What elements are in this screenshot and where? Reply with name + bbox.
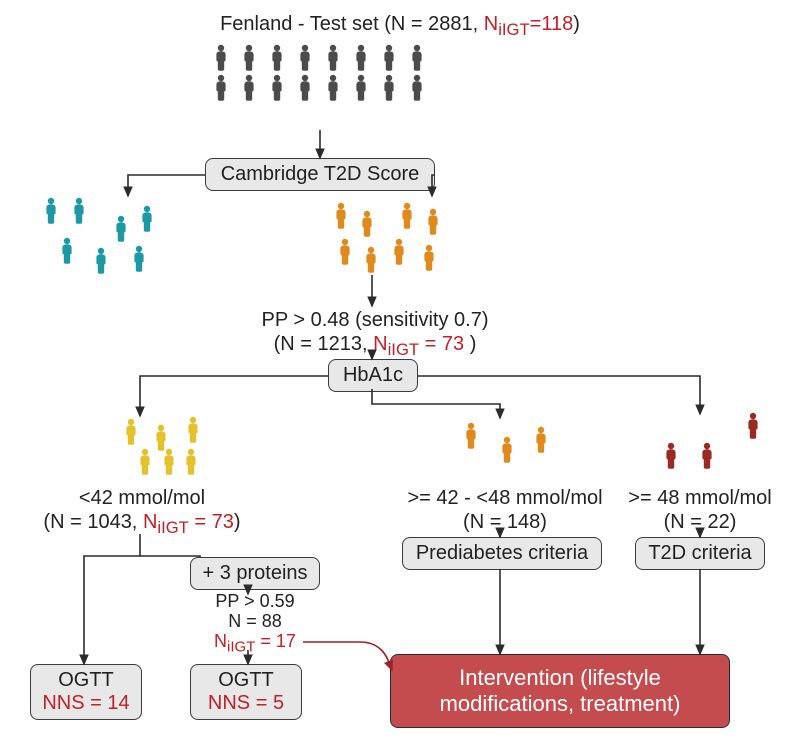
person-icon [325, 74, 341, 102]
person-icon [745, 412, 761, 440]
proteins-node: + 3 proteins [190, 557, 320, 590]
person-icon [269, 44, 285, 72]
person-icon [297, 74, 313, 102]
person-icon [421, 244, 437, 272]
person-icon [325, 44, 341, 72]
person-icon [533, 426, 549, 454]
hba1c-node: HbA1c [328, 359, 418, 392]
branch-left-label: <42 mmol/mol (N = 1043, NiIGT = 73) [32, 486, 252, 538]
person-icon [183, 448, 199, 476]
person-icon [137, 448, 153, 476]
person-icon [113, 215, 129, 243]
intervention-node: Intervention (lifestyle modifications, t… [390, 654, 730, 728]
title-n: NiIGT=118 [484, 13, 574, 35]
pp2-block: PP > 0.59 N = 88 NiIGT = 17 [195, 592, 315, 656]
person-icon [43, 197, 59, 225]
person-icon [381, 74, 397, 102]
person-icon [663, 442, 679, 470]
person-icon [185, 416, 201, 444]
t2d-node: T2D criteria [635, 537, 765, 570]
person-icon [699, 442, 715, 470]
person-icon [297, 44, 313, 72]
person-icon [399, 202, 415, 230]
person-icon [425, 208, 441, 236]
pp-block: PP > 0.48 (sensitivity 0.7) (N = 1213, N… [225, 308, 525, 360]
person-icon [161, 448, 177, 476]
person-icon [213, 74, 229, 102]
person-icon [269, 74, 285, 102]
person-icon [391, 238, 407, 266]
score-node: Cambridge T2D Score [205, 158, 435, 191]
branch-right-label: >= 48 mmol/mol (N = 22) [620, 486, 780, 534]
ogtt2-node: OGTT NNS = 5 [190, 664, 302, 720]
person-icon [59, 237, 75, 265]
branch-mid-label: >= 42 - <48 mmol/mol (N = 148) [395, 486, 615, 534]
person-icon [353, 44, 369, 72]
person-icon [241, 44, 257, 72]
person-icon [241, 74, 257, 102]
person-icon [359, 210, 375, 238]
person-icon [213, 44, 229, 72]
title-suffix: ) [573, 13, 580, 35]
person-icon [409, 74, 425, 102]
person-icon [499, 436, 515, 464]
person-icon [123, 418, 139, 446]
person-icon [71, 197, 87, 225]
person-icon [93, 247, 109, 275]
person-icon [381, 44, 397, 72]
title-prefix: Fenland - Test set (N = 2881, [220, 13, 484, 35]
prediabetes-node: Prediabetes criteria [402, 537, 602, 570]
ogtt1-node: OGTT NNS = 14 [30, 664, 142, 720]
person-icon [409, 44, 425, 72]
person-icon [353, 74, 369, 102]
person-icon [139, 205, 155, 233]
person-icon [363, 246, 379, 274]
person-icon [463, 422, 479, 450]
person-icon [333, 202, 349, 230]
title: Fenland - Test set (N = 2881, NiIGT=118) [90, 12, 710, 40]
person-icon [131, 245, 147, 273]
person-icon [337, 238, 353, 266]
